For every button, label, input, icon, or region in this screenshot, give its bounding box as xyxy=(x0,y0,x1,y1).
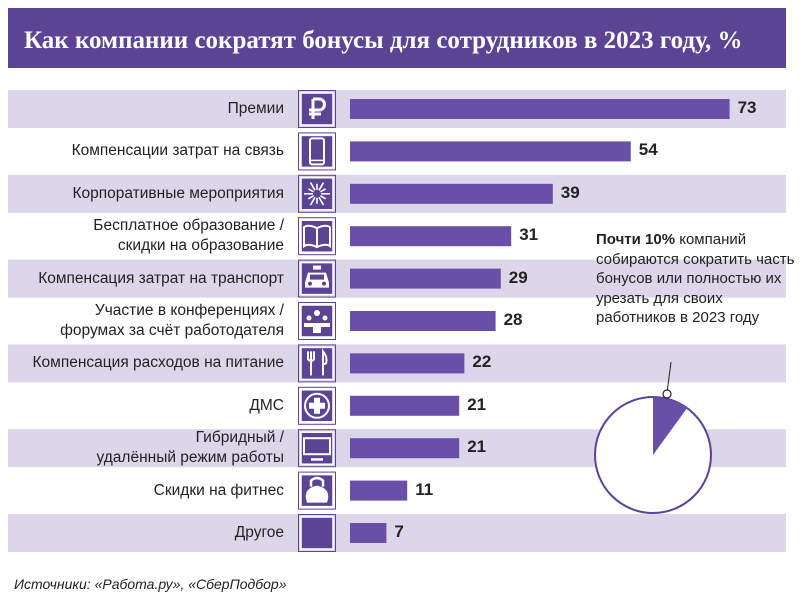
bar xyxy=(350,141,631,162)
bar xyxy=(350,395,460,416)
bar-value-label: 29 xyxy=(508,267,528,287)
category-label-line: Другое xyxy=(234,524,284,541)
category-label: Другое xyxy=(235,523,284,543)
bar-value-label: 54 xyxy=(638,140,658,160)
category-label: Компенсация затрат на транспорт xyxy=(38,269,284,289)
bar xyxy=(350,523,387,543)
chart-title: Как компании сократят бонусы для сотрудн… xyxy=(24,27,743,54)
bar xyxy=(350,311,496,331)
pie-note-bold: Почти 10% xyxy=(596,231,676,248)
category-label: Участие в конференциях / форумах за счёт … xyxy=(60,301,284,341)
category-label-line: ДМС xyxy=(249,396,284,414)
bar-value-label: 11 xyxy=(415,479,434,499)
conference-icon xyxy=(298,302,336,340)
pie-callout-dot xyxy=(662,389,672,399)
bar xyxy=(350,183,553,204)
category-label-line: Бесплатное образование / xyxy=(93,217,284,235)
bar xyxy=(350,438,460,459)
medical-cross-icon xyxy=(298,386,336,425)
category-label-line: Компенсация расходов на питание xyxy=(32,354,284,372)
pie-slice xyxy=(653,397,688,455)
blank-icon xyxy=(298,514,336,552)
category-label-line: удалённый режим работы xyxy=(96,449,284,467)
category-label: Бесплатное образование / скидки на образо… xyxy=(93,216,284,256)
book-icon xyxy=(298,217,336,256)
category-label-line: Компенсация затрат на транспорт xyxy=(38,269,284,287)
phone-icon xyxy=(298,132,336,171)
bar xyxy=(350,99,730,119)
category-label: Компенсация расходов на питание xyxy=(33,353,284,373)
category-label: Гибридный / удалённый режим работы xyxy=(97,428,284,468)
taxi-icon xyxy=(298,259,336,298)
pie-callout-line xyxy=(666,361,672,394)
bar-value-label: 28 xyxy=(503,310,523,329)
kettlebell-icon xyxy=(298,471,336,510)
bar xyxy=(350,353,465,374)
bar-value-label: 21 xyxy=(467,437,487,457)
bar xyxy=(350,480,408,501)
category-label: Компенсации затрат на связь xyxy=(72,141,284,161)
bar xyxy=(350,268,501,289)
category-label: Премии xyxy=(228,99,284,119)
category-label-line: Гибридный / xyxy=(195,429,284,447)
category-label-line: Премии xyxy=(227,100,284,117)
category-label-line: скидки на образование xyxy=(117,237,284,255)
category-label-line: форумах за счёт работодателя xyxy=(60,322,284,339)
category-label-line: Корпоративные мероприятия xyxy=(72,184,284,202)
bar-value-label: 7 xyxy=(394,522,404,541)
category-label: ДМС xyxy=(249,396,284,416)
ruble-icon xyxy=(298,90,336,128)
monitor-icon xyxy=(298,429,336,468)
row-band xyxy=(8,514,786,552)
bar-value-label: 22 xyxy=(472,352,492,372)
pie-note: Почти 10% компаний собираются сократить … xyxy=(596,230,796,328)
title-bar: Как компании сократят бонусы для сотрудн… xyxy=(8,8,786,68)
category-label-line: Скидки на фитнес xyxy=(153,481,284,499)
category-label-line: Участие в конференциях / xyxy=(94,302,284,319)
category-label-line: Компенсации затрат на связь xyxy=(71,142,284,160)
bar-value-label: 73 xyxy=(737,98,757,117)
bar-value-label: 39 xyxy=(560,182,580,202)
category-label: Скидки на фитнес xyxy=(154,481,284,501)
pie-note-text: компаний собираются сократить часть бону… xyxy=(596,231,795,326)
bar-value-label: 21 xyxy=(467,394,487,414)
source-note: Источники: «Работа.ру», «СберПодбор» xyxy=(14,576,287,592)
bar xyxy=(350,226,512,247)
firework-icon xyxy=(298,174,336,213)
cutlery-icon xyxy=(298,344,336,383)
category-label: Корпоративные мероприятия xyxy=(72,184,284,204)
bar-value-label: 31 xyxy=(519,225,539,245)
